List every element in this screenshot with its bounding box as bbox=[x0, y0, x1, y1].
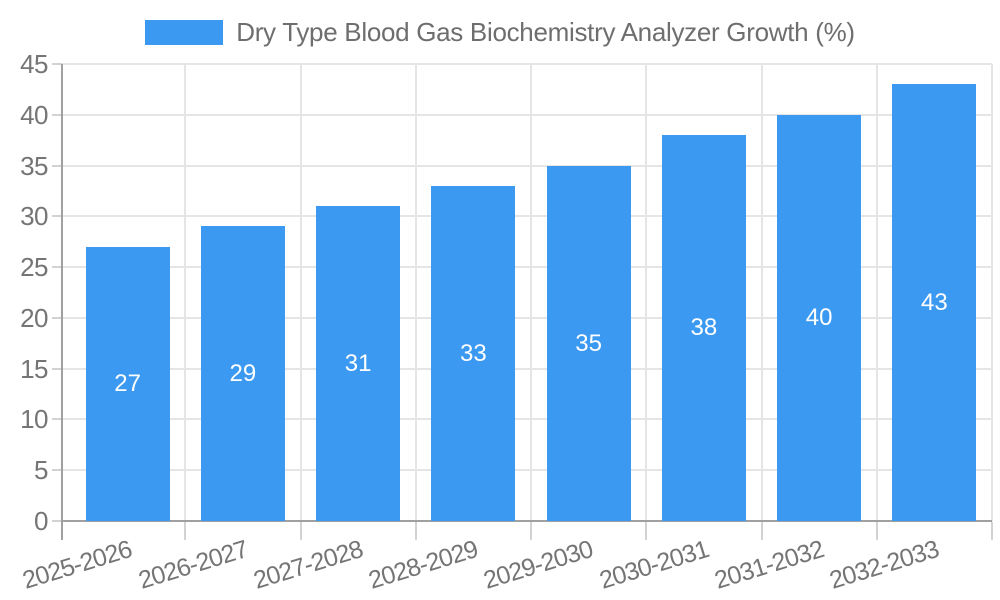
gridline-h bbox=[62, 266, 992, 269]
legend-swatch bbox=[145, 20, 224, 45]
y-tick bbox=[52, 418, 62, 421]
gridline-v bbox=[414, 64, 417, 521]
gridline-h bbox=[62, 469, 992, 472]
gridline-h bbox=[62, 418, 992, 421]
x-axis-label: 2027-2028 bbox=[250, 535, 366, 595]
bar-2030-2031: 38 bbox=[661, 135, 746, 521]
x-tick bbox=[414, 522, 417, 540]
gridline-v bbox=[645, 64, 648, 521]
gridline-v bbox=[875, 64, 878, 521]
x-axis-label: 2032-2033 bbox=[826, 535, 942, 595]
y-axis-label: 45 bbox=[20, 49, 48, 79]
x-tick bbox=[645, 522, 648, 540]
y-axis-label: 40 bbox=[20, 99, 48, 130]
x-axis-label: 2025-2026 bbox=[19, 535, 136, 595]
y-tick bbox=[52, 469, 62, 472]
x-axis-label: 2030-2031 bbox=[595, 535, 712, 595]
x-tick bbox=[184, 522, 187, 540]
x-axis-label: 2031-2032 bbox=[711, 535, 827, 595]
y-tick bbox=[52, 316, 62, 319]
x-tick bbox=[299, 522, 302, 540]
y-axis-label: 25 bbox=[20, 252, 48, 283]
x-axis-label: 2029-2030 bbox=[480, 535, 597, 595]
y-tick bbox=[52, 266, 62, 269]
gridline-h bbox=[62, 215, 992, 218]
y-axis-label: 30 bbox=[20, 201, 48, 232]
bar-value-label: 40 bbox=[805, 304, 833, 331]
bar-2026-2027: 29 bbox=[200, 226, 285, 521]
y-tick bbox=[52, 367, 62, 370]
bar-2025-2026: 27 bbox=[85, 247, 170, 521]
bar-2028-2029: 33 bbox=[431, 186, 516, 521]
y-axis-label: 20 bbox=[20, 302, 48, 333]
gridline-v bbox=[184, 64, 187, 521]
bar-2032-2033: 43 bbox=[892, 84, 977, 521]
gridline-v bbox=[991, 64, 993, 521]
bar-2027-2028: 31 bbox=[316, 206, 401, 521]
x-tick bbox=[875, 522, 878, 540]
x-tick bbox=[760, 522, 763, 540]
y-axis-label: 0 bbox=[34, 506, 48, 536]
y-tick bbox=[52, 164, 62, 167]
bar-value-label: 29 bbox=[229, 359, 257, 387]
bar-value-label: 31 bbox=[344, 349, 372, 377]
gridline-h bbox=[62, 113, 992, 116]
gridline-v bbox=[530, 64, 532, 521]
y-tick bbox=[52, 215, 62, 218]
bar-2029-2030: 35 bbox=[546, 166, 631, 521]
gridline-h bbox=[62, 63, 992, 65]
y-axis-label: 35 bbox=[20, 150, 48, 181]
y-tick bbox=[52, 520, 62, 522]
x-axis-label: 2026-2027 bbox=[134, 535, 251, 595]
y-axis-label: 5 bbox=[34, 455, 48, 486]
x-tick bbox=[530, 522, 532, 540]
bar-2031-2032: 40 bbox=[777, 115, 862, 521]
y-tick bbox=[52, 113, 62, 116]
legend-label: Dry Type Blood Gas Biochemistry Analyzer… bbox=[236, 17, 855, 47]
x-axis-line bbox=[61, 520, 992, 522]
gridline-h bbox=[62, 164, 992, 167]
y-tick bbox=[52, 63, 62, 65]
y-axis-label: 15 bbox=[20, 353, 48, 384]
bar-value-label: 27 bbox=[114, 370, 141, 397]
y-axis-line bbox=[61, 64, 63, 540]
gridline-v bbox=[299, 64, 302, 521]
y-axis-label: 10 bbox=[20, 404, 48, 435]
bar-value-label: 43 bbox=[921, 288, 948, 316]
x-tick bbox=[991, 522, 993, 540]
gridline-v bbox=[760, 64, 763, 521]
chart-legend: Dry Type Blood Gas Biochemistry Analyzer… bbox=[0, 17, 1000, 48]
x-axis-label: 2028-2029 bbox=[365, 535, 481, 595]
bar-value-label: 38 bbox=[690, 314, 718, 341]
gridline-h bbox=[62, 367, 992, 370]
bar-value-label: 33 bbox=[460, 339, 487, 367]
gridline-h bbox=[62, 316, 992, 319]
bar-value-label: 35 bbox=[575, 329, 602, 357]
